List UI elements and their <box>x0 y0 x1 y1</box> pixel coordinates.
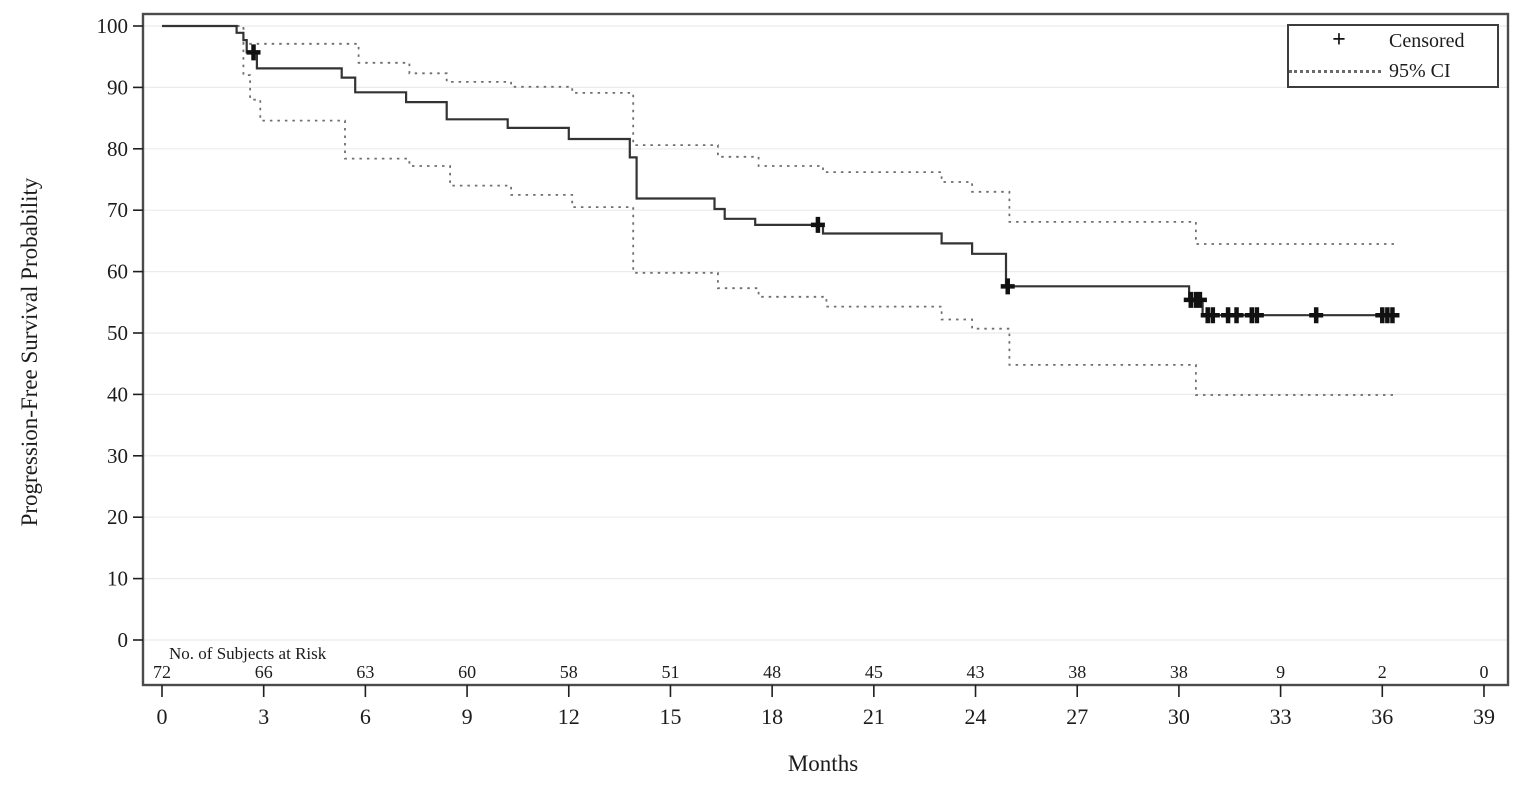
censor-mark <box>1205 307 1220 324</box>
at-risk-header: No. of Subjects at Risk <box>169 644 327 663</box>
y-tick-label: 80 <box>107 137 128 161</box>
x-tick-label: 18 <box>761 704 783 729</box>
y-tick-label: 70 <box>107 198 128 222</box>
y-tick-label: 100 <box>97 14 129 38</box>
y-tick-label: 20 <box>107 505 128 529</box>
y-tick-label: 0 <box>118 628 129 652</box>
y-axis-title: Progression-Free Survival Probability <box>17 177 42 527</box>
x-tick-label: 21 <box>863 704 885 729</box>
censored-plus-icon: + <box>1332 27 1346 53</box>
x-tick-label: 12 <box>558 704 580 729</box>
at-risk-count: 66 <box>255 662 273 682</box>
x-tick-label: 6 <box>360 704 371 729</box>
y-tick-label: 30 <box>107 444 128 468</box>
x-tick-label: 27 <box>1066 704 1088 729</box>
x-tick-label: 9 <box>462 704 473 729</box>
at-risk-count: 58 <box>560 662 578 682</box>
legend: + Censored 95% CI <box>1287 24 1499 88</box>
x-tick-label: 30 <box>1168 704 1190 729</box>
y-tick-label: 10 <box>107 567 128 591</box>
at-risk-count: 63 <box>356 662 374 682</box>
y-tick-label: 50 <box>107 321 128 345</box>
legend-symbol-cell: + <box>1289 27 1389 53</box>
at-risk-count: 51 <box>661 662 679 682</box>
censor-mark <box>1229 307 1244 324</box>
censor-mark <box>1249 307 1264 324</box>
plot-border <box>141 12 1510 687</box>
censor-mark <box>246 44 261 61</box>
censor-mark <box>810 216 825 233</box>
ci-upper-curve <box>162 25 1396 245</box>
x-tick-label: 39 <box>1473 704 1495 729</box>
legend-item-ci: 95% CI <box>1289 56 1497 86</box>
at-risk-count: 72 <box>153 662 171 682</box>
y-tick-label: 40 <box>107 382 128 406</box>
censor-mark <box>1309 307 1324 324</box>
at-risk-count: 45 <box>865 662 883 682</box>
legend-item-censored: + Censored <box>1289 26 1497 56</box>
legend-label-ci: 95% CI <box>1389 59 1451 82</box>
x-tick-label: 3 <box>258 704 269 729</box>
at-risk-count: 38 <box>1170 662 1188 682</box>
at-risk-count: 43 <box>967 662 985 682</box>
y-tick-label: 60 <box>107 260 128 284</box>
at-risk-count: 60 <box>458 662 476 682</box>
x-tick-label: 33 <box>1270 704 1292 729</box>
legend-label-censored: Censored <box>1389 29 1465 52</box>
x-tick-label: 15 <box>659 704 681 729</box>
x-axis-title: Months <box>787 751 859 776</box>
at-risk-count: 38 <box>1068 662 1086 682</box>
x-tick-label: 0 <box>157 704 168 729</box>
at-risk-count: 48 <box>763 662 781 682</box>
at-risk-count: 9 <box>1276 662 1285 682</box>
censor-mark <box>1385 307 1400 324</box>
dashed-line-icon <box>1289 69 1381 73</box>
x-tick-label: 24 <box>965 704 987 729</box>
x-tick-label: 36 <box>1371 704 1393 729</box>
at-risk-count: 2 <box>1378 662 1387 682</box>
y-tick-label: 90 <box>107 75 128 99</box>
km-curve <box>162 24 1396 317</box>
at-risk-count: 0 <box>1479 662 1488 682</box>
ci-lower-curve <box>162 25 1396 396</box>
censor-mark <box>1192 291 1207 308</box>
censor-mark <box>1000 278 1015 295</box>
legend-symbol-cell <box>1289 69 1389 73</box>
